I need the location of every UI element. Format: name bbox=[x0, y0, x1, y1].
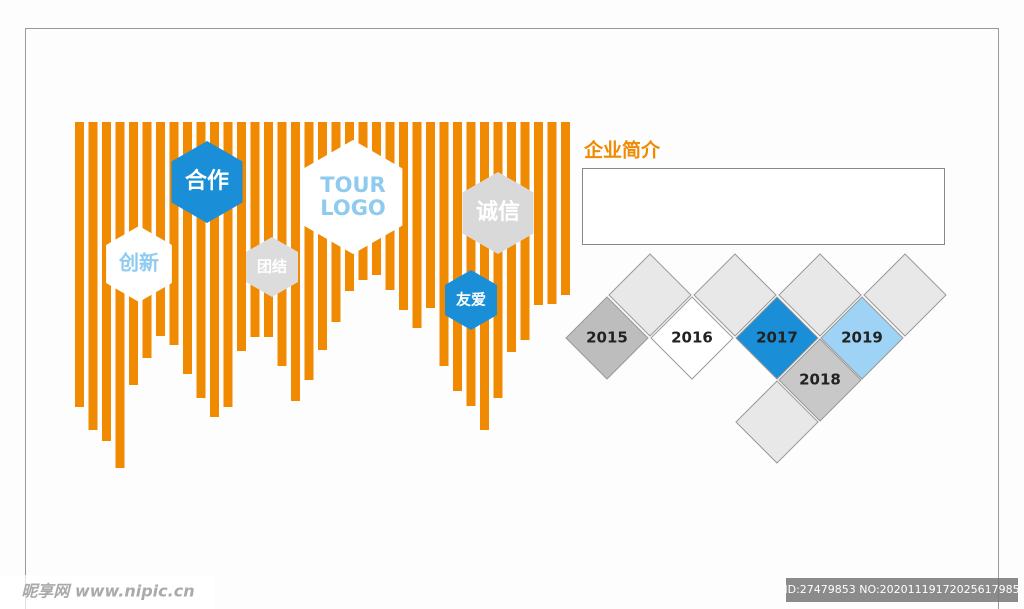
stripe bbox=[534, 122, 543, 305]
stripe bbox=[115, 122, 125, 468]
diamond bbox=[735, 380, 819, 464]
year-label: 2017 bbox=[756, 329, 798, 347]
stripe bbox=[399, 122, 408, 310]
stripe bbox=[156, 122, 165, 336]
hexagon bbox=[171, 141, 243, 223]
stripe bbox=[223, 122, 233, 407]
hexagon bbox=[106, 226, 172, 302]
hexagon bbox=[462, 172, 534, 254]
hexagon-label: 团结 bbox=[257, 258, 287, 276]
stripe bbox=[183, 122, 192, 374]
logo-text: TOUR bbox=[320, 173, 385, 197]
stripe bbox=[453, 122, 462, 391]
logo-text: LOGO bbox=[320, 196, 386, 220]
stripe bbox=[88, 122, 98, 430]
stripe bbox=[210, 122, 219, 417]
watermark-id: ID:27479853 NO:20201119172025617985 bbox=[784, 583, 1019, 596]
stripe bbox=[480, 122, 489, 430]
frame bbox=[25, 28, 999, 609]
diamond bbox=[820, 296, 904, 380]
hexagon-label: 诚信 bbox=[476, 199, 520, 225]
year-label: 2018 bbox=[799, 371, 841, 389]
intro-box bbox=[582, 168, 945, 245]
stripe bbox=[169, 122, 179, 345]
diamond bbox=[735, 296, 819, 380]
stripe bbox=[412, 122, 422, 328]
watermark-bg bbox=[0, 575, 215, 609]
logo-hexagon bbox=[303, 140, 403, 254]
year-label: 2019 bbox=[841, 329, 883, 347]
stripe bbox=[426, 122, 435, 308]
intro-title: 企业简介 bbox=[583, 139, 661, 162]
stripe bbox=[250, 122, 260, 337]
hexagon-label: 合作 bbox=[185, 168, 229, 194]
hexagon bbox=[246, 237, 298, 297]
stripe bbox=[547, 122, 557, 304]
diamond bbox=[778, 338, 862, 422]
diamond bbox=[693, 253, 777, 337]
stripe bbox=[493, 122, 503, 398]
stripe bbox=[237, 122, 246, 351]
hexagon-label: 友爱 bbox=[456, 291, 486, 309]
diamond bbox=[608, 253, 692, 337]
stripe bbox=[196, 122, 206, 398]
stripe bbox=[75, 122, 84, 407]
diamond-group: 2015 2016 2017 2019 2018 bbox=[565, 253, 947, 464]
stripe bbox=[466, 122, 476, 406]
stripe bbox=[304, 122, 314, 380]
diamond bbox=[565, 296, 649, 380]
diamond bbox=[863, 253, 947, 337]
hexagon bbox=[445, 270, 497, 330]
stripe bbox=[439, 122, 449, 366]
stripe bbox=[561, 122, 570, 295]
diamond bbox=[778, 253, 862, 337]
hexagon-label: 创新 bbox=[118, 251, 159, 275]
year-label: 2015 bbox=[586, 329, 628, 347]
year-label: 2016 bbox=[671, 329, 713, 347]
watermark-id-bg bbox=[786, 578, 1018, 602]
diamond bbox=[650, 296, 734, 380]
watermark-site: 昵享网 www.nipic.cn bbox=[21, 582, 194, 601]
stripe bbox=[264, 122, 273, 337]
